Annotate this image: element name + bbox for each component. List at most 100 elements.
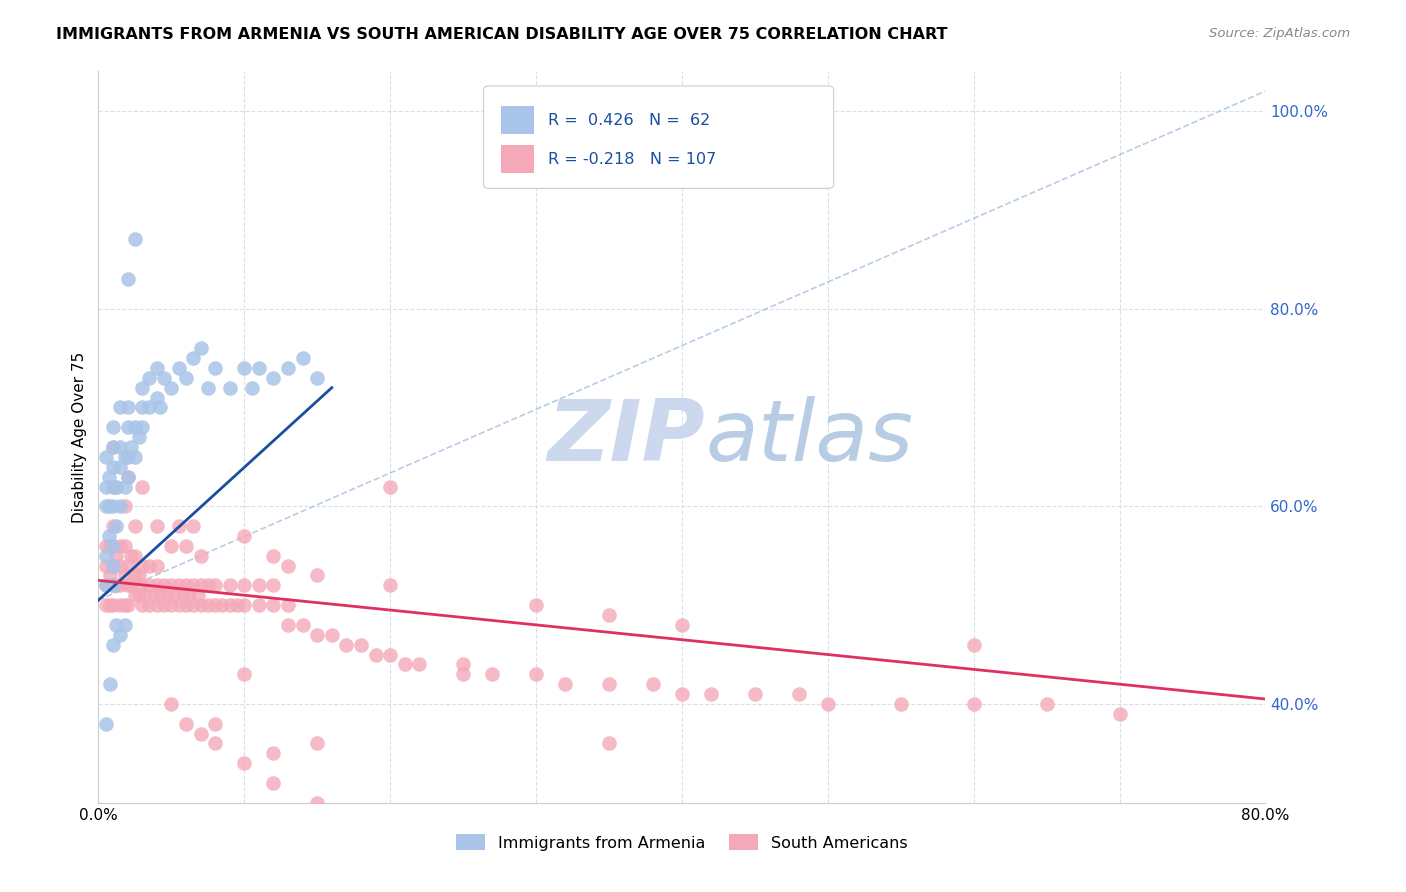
Point	[124, 232, 146, 246]
Point	[671, 618, 693, 632]
Point	[962, 638, 984, 652]
Point	[124, 450, 146, 464]
Point	[524, 598, 547, 612]
Point	[114, 479, 136, 493]
Point	[160, 381, 183, 395]
Point	[138, 578, 160, 592]
Point	[247, 360, 270, 375]
Point	[101, 578, 124, 592]
Point	[114, 539, 136, 553]
Point	[94, 479, 117, 493]
Point	[94, 558, 117, 573]
Point	[114, 598, 136, 612]
Point	[117, 558, 139, 573]
Point	[117, 420, 139, 434]
Point	[335, 638, 357, 652]
Point	[364, 648, 387, 662]
Point	[163, 588, 186, 602]
Point	[104, 479, 127, 493]
Point	[190, 726, 212, 740]
Point	[380, 578, 402, 592]
Point	[120, 440, 142, 454]
Point	[262, 776, 284, 790]
Point	[218, 598, 240, 612]
Point	[110, 598, 132, 612]
Point	[101, 440, 124, 454]
Point	[174, 598, 197, 612]
Point	[174, 578, 197, 592]
Point	[197, 598, 219, 612]
Point	[101, 578, 124, 592]
Point	[181, 578, 204, 592]
Point	[149, 588, 172, 602]
Point	[641, 677, 664, 691]
Point	[114, 568, 136, 582]
Point	[1108, 706, 1130, 721]
Point	[197, 578, 219, 592]
Point	[117, 469, 139, 483]
Point	[138, 371, 160, 385]
Point	[101, 539, 124, 553]
Bar	[501, 106, 534, 135]
Point	[97, 469, 120, 483]
Point	[277, 598, 299, 612]
Point	[94, 539, 117, 553]
Point	[120, 578, 142, 592]
Point	[138, 598, 160, 612]
Point	[181, 598, 204, 612]
Point	[262, 598, 284, 612]
Point	[120, 549, 142, 563]
Point	[277, 618, 299, 632]
Point	[131, 381, 153, 395]
Point	[117, 578, 139, 592]
Point	[117, 401, 139, 415]
Point	[204, 598, 226, 612]
Point	[408, 657, 430, 672]
Point	[146, 578, 169, 592]
Point	[110, 558, 132, 573]
Point	[890, 697, 912, 711]
Point	[233, 529, 256, 543]
Point	[117, 450, 139, 464]
Point	[181, 351, 204, 365]
Point	[94, 450, 117, 464]
Point	[174, 716, 197, 731]
Point	[149, 401, 172, 415]
Point	[380, 479, 402, 493]
Point	[787, 687, 810, 701]
Point	[451, 657, 474, 672]
Point	[117, 272, 139, 286]
Point	[181, 519, 204, 533]
Point	[350, 638, 373, 652]
Point	[204, 737, 226, 751]
Text: atlas: atlas	[706, 395, 914, 479]
Point	[104, 618, 127, 632]
Point	[124, 519, 146, 533]
Point	[128, 430, 150, 444]
Point	[160, 697, 183, 711]
Point	[190, 549, 212, 563]
Point	[142, 588, 165, 602]
Point	[160, 578, 183, 592]
Point	[157, 588, 180, 602]
Point	[138, 558, 160, 573]
Legend: Immigrants from Armenia, South Americans: Immigrants from Armenia, South Americans	[450, 828, 914, 857]
Point	[94, 500, 117, 514]
Point	[114, 500, 136, 514]
Point	[124, 420, 146, 434]
Point	[101, 420, 124, 434]
Point	[226, 598, 249, 612]
Point	[700, 687, 723, 701]
Point	[104, 479, 127, 493]
Point	[177, 588, 200, 602]
Point	[160, 598, 183, 612]
Point	[598, 737, 620, 751]
Point	[598, 607, 620, 622]
Point	[307, 737, 329, 751]
Y-axis label: Disability Age Over 75: Disability Age Over 75	[72, 351, 87, 523]
Point	[128, 568, 150, 582]
Point	[380, 648, 402, 662]
Point	[110, 500, 132, 514]
Point	[167, 519, 190, 533]
Point	[744, 687, 766, 701]
